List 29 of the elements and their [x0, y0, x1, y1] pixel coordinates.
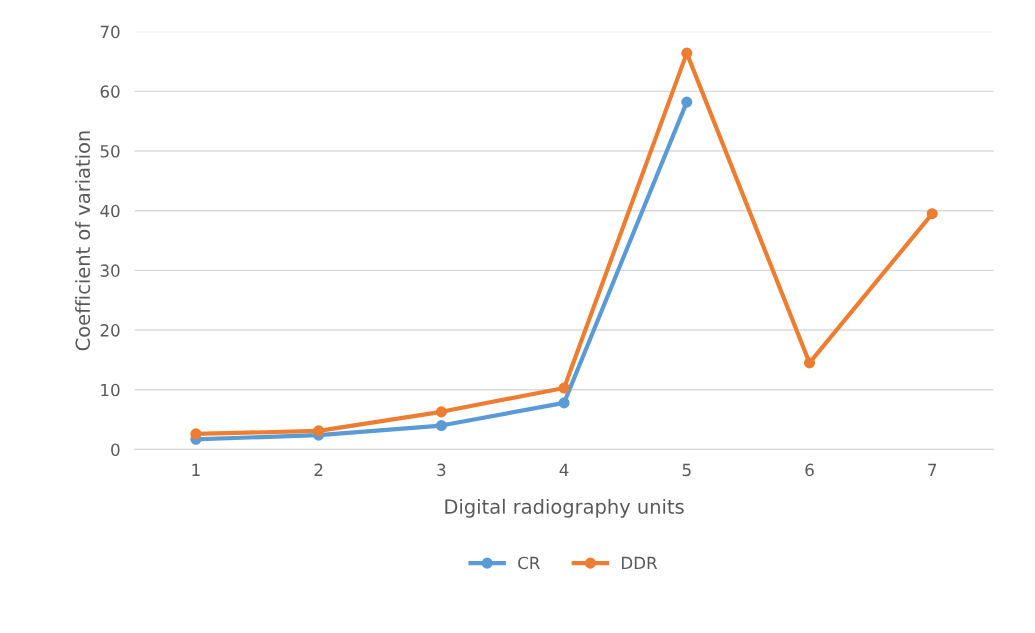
x-tick-label: 1 [192, 463, 200, 476]
y-axis-title: Coefficient of variation [75, 131, 91, 351]
x-tick-label: 5 [682, 463, 691, 477]
y-tick-label: 10 [101, 383, 120, 397]
y-tick-label: 0 [111, 443, 120, 456]
x-tick-label: 3 [437, 463, 446, 477]
point [803, 357, 816, 369]
point [558, 382, 570, 394]
point [681, 96, 693, 108]
point [313, 425, 325, 437]
y-tick-label: 40 [100, 204, 120, 218]
legend-label: CR [518, 556, 540, 570]
y-tick-label: 20 [100, 324, 120, 337]
y-tick-label: 50 [100, 144, 120, 158]
point [435, 420, 447, 432]
point [926, 208, 938, 220]
legend-label: DDR [622, 556, 658, 570]
x-tick-label: 2 [314, 463, 323, 476]
x-tick-label: 6 [805, 463, 814, 477]
y-tick-label: 60 [100, 85, 120, 98]
point [435, 406, 447, 418]
x-tick-label: 4 [559, 463, 569, 476]
point [681, 47, 693, 59]
y-tick-label: 70 [100, 25, 120, 39]
point [558, 397, 570, 409]
y-tick-label: 30 [100, 264, 120, 277]
x-tick-label: 7 [928, 463, 937, 476]
point [190, 428, 202, 440]
x-axis-title: Digital radiography units [445, 498, 684, 518]
